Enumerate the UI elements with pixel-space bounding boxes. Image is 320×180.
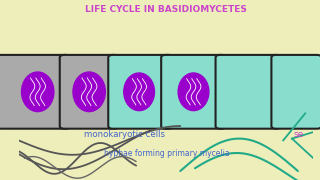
- Text: hyphae forming primary mycelia: hyphae forming primary mycelia: [104, 148, 229, 158]
- FancyBboxPatch shape: [271, 55, 320, 129]
- Ellipse shape: [73, 72, 105, 112]
- FancyBboxPatch shape: [0, 55, 70, 129]
- FancyBboxPatch shape: [161, 55, 226, 129]
- Text: LIFE CYCLE IN BASIDIOMYCETES: LIFE CYCLE IN BASIDIOMYCETES: [85, 5, 246, 14]
- Ellipse shape: [178, 73, 209, 111]
- FancyBboxPatch shape: [216, 55, 280, 129]
- Ellipse shape: [124, 73, 155, 111]
- Text: se: se: [293, 130, 304, 139]
- Ellipse shape: [21, 72, 54, 112]
- FancyBboxPatch shape: [60, 55, 118, 129]
- FancyBboxPatch shape: [108, 55, 173, 129]
- Text: monokaryotic cells: monokaryotic cells: [84, 130, 165, 139]
